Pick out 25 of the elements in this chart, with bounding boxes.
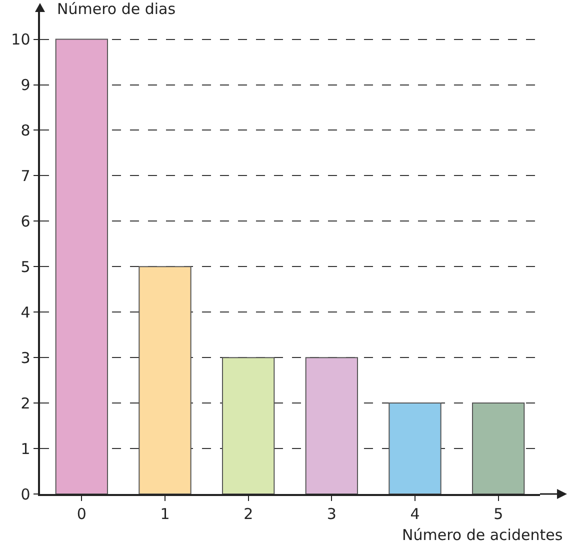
y-axis-title: Número de dias [57, 0, 176, 18]
x-tick-label: 0 [76, 504, 86, 523]
x-axis-title: Número de acidentes [402, 526, 563, 544]
y-tick-label: 6 [20, 212, 30, 230]
y-tick-label: 9 [20, 76, 30, 94]
y-tick-label: 4 [20, 303, 30, 322]
bar [388, 402, 442, 494]
x-tick-label: 1 [160, 504, 170, 523]
y-tick-label: 3 [20, 348, 30, 367]
x-tick-label: 2 [244, 504, 254, 523]
y-tick-label: 2 [20, 394, 30, 412]
y-tick-label: 0 [20, 485, 30, 504]
x-tick-label: 5 [494, 504, 504, 523]
y-tick-label: 8 [20, 121, 30, 140]
y-tick-label: 7 [20, 166, 30, 185]
bar [472, 402, 525, 494]
x-tick-label: 4 [410, 504, 420, 523]
bar [55, 38, 108, 494]
bar [222, 357, 275, 494]
y-tick-label: 10 [11, 30, 30, 49]
x-tick-label: 3 [326, 504, 336, 523]
y-tick-label: 5 [20, 258, 30, 276]
bar [305, 357, 358, 494]
y-tick-label: 1 [20, 440, 30, 458]
bar [138, 266, 192, 494]
